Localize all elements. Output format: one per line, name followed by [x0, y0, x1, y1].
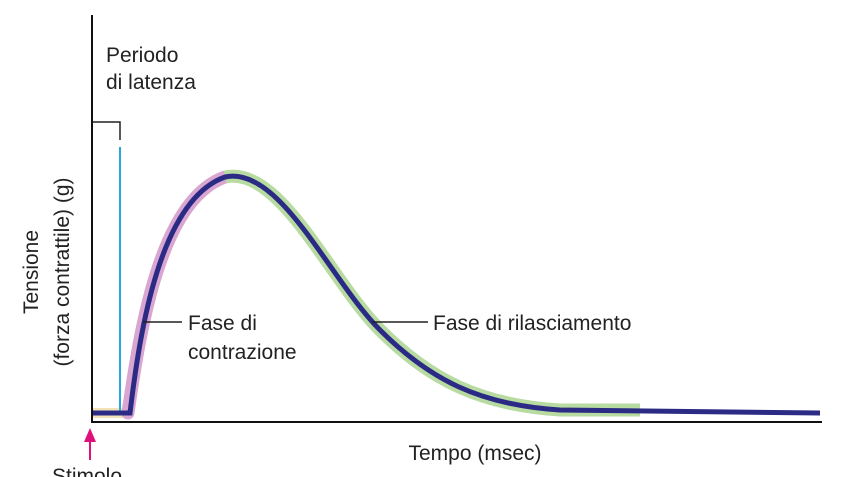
latency-bracket [92, 121, 121, 140]
contraction-label: Fase di [188, 312, 257, 335]
contraction-band [121, 170, 232, 420]
twitch-curve [92, 173, 821, 416]
latency-label: Periodo [106, 44, 178, 67]
contraction-label: contrazione [188, 341, 297, 364]
latency-label: di latenza [106, 71, 196, 94]
x-axis-label: Tempo (msec) [408, 442, 541, 465]
stimulus-label: Stimolo [52, 465, 122, 477]
stimulus-arrowhead [84, 428, 96, 442]
relaxation-label: Fase di rilasciamento [433, 312, 631, 335]
y-axis-label: Tensione [20, 230, 43, 314]
y-axis-label: (forza contrattile) (g) [51, 177, 74, 366]
